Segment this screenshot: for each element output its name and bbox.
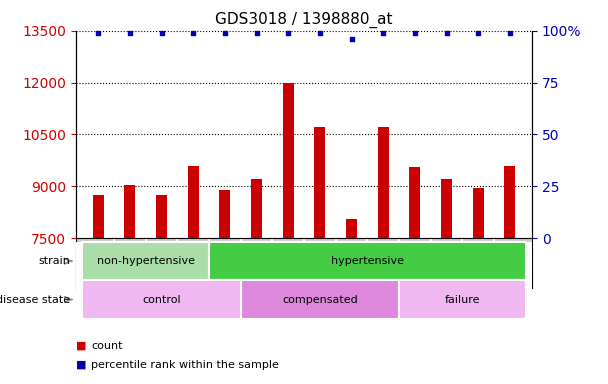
Text: GSM180073: GSM180073 — [474, 240, 483, 296]
Text: ■: ■ — [76, 360, 90, 370]
Text: percentile rank within the sample: percentile rank within the sample — [91, 360, 279, 370]
Text: failure: failure — [444, 295, 480, 305]
Point — [315, 30, 325, 36]
Point — [378, 30, 388, 36]
Text: GSM180069: GSM180069 — [442, 240, 451, 296]
Bar — [378, 127, 389, 384]
Text: GSM180075: GSM180075 — [505, 240, 514, 296]
Text: GSM180068: GSM180068 — [410, 240, 420, 296]
Text: GSM180062: GSM180062 — [347, 240, 356, 295]
Text: GSM180061: GSM180061 — [316, 240, 324, 296]
Bar — [504, 166, 516, 384]
Text: control: control — [142, 295, 181, 305]
Text: GSM180059: GSM180059 — [284, 240, 292, 296]
Text: GSM178755: GSM178755 — [220, 240, 229, 296]
Bar — [82, 280, 241, 319]
Bar — [92, 195, 104, 384]
Text: GSM180057: GSM180057 — [252, 240, 261, 296]
Bar — [314, 127, 325, 384]
Text: GSM180082: GSM180082 — [125, 240, 134, 295]
Bar — [188, 166, 199, 384]
Point — [188, 30, 198, 36]
Text: hypertensive: hypertensive — [331, 256, 404, 266]
Text: non-hypertensive: non-hypertensive — [97, 256, 195, 266]
Point — [441, 30, 451, 36]
Text: ■: ■ — [76, 341, 90, 351]
Point — [252, 30, 261, 36]
Point — [473, 30, 483, 36]
Text: GSM180089: GSM180089 — [188, 240, 198, 296]
Bar — [472, 188, 484, 384]
Text: compensated: compensated — [282, 295, 358, 305]
Bar — [82, 242, 209, 280]
Bar — [241, 280, 399, 319]
Text: GSM180079: GSM180079 — [94, 240, 103, 296]
Point — [93, 30, 103, 36]
Point — [125, 30, 135, 36]
Text: GSM180065: GSM180065 — [379, 240, 388, 296]
Bar — [156, 195, 167, 384]
Point — [347, 36, 356, 42]
Bar — [283, 83, 294, 384]
Title: GDS3018 / 1398880_at: GDS3018 / 1398880_at — [215, 12, 393, 28]
Point — [410, 30, 420, 36]
Bar — [209, 242, 526, 280]
Point — [220, 30, 230, 36]
Bar — [441, 179, 452, 384]
Text: strain: strain — [38, 256, 70, 266]
Text: GSM180085: GSM180085 — [157, 240, 166, 296]
Point — [283, 30, 293, 36]
Text: count: count — [91, 341, 123, 351]
Bar — [346, 219, 357, 384]
Point — [505, 30, 515, 36]
Bar — [251, 179, 262, 384]
Bar — [124, 185, 136, 384]
Point — [157, 30, 167, 36]
Bar — [409, 167, 420, 384]
Bar — [399, 280, 526, 319]
Text: disease state: disease state — [0, 295, 70, 305]
Bar — [219, 190, 230, 384]
